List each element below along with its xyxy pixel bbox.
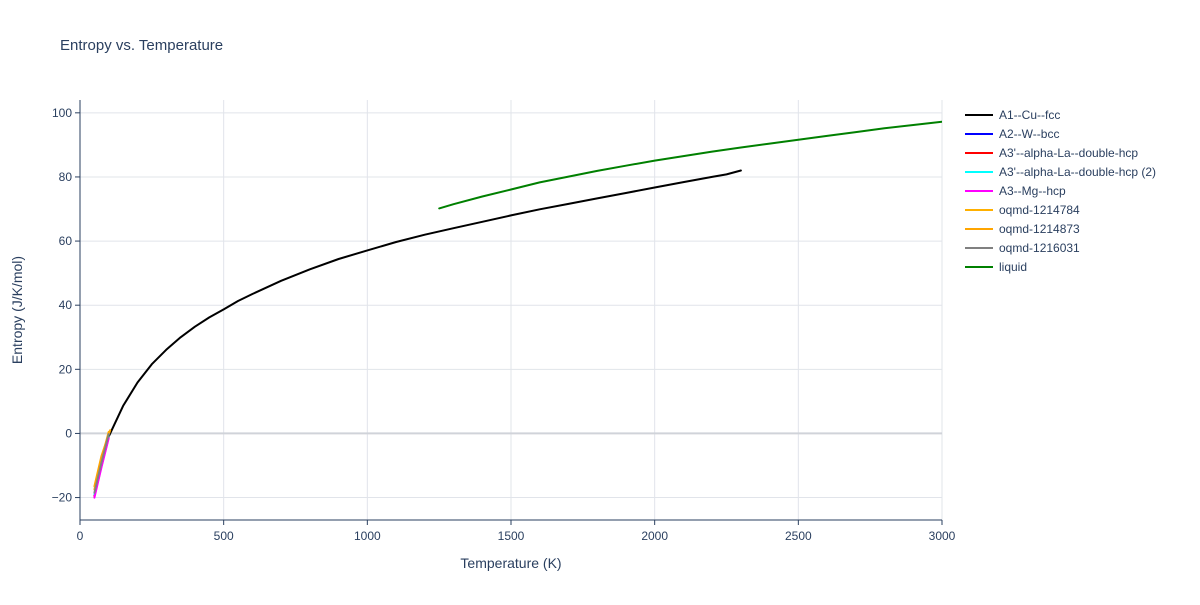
legend[interactable]: A1--Cu--fcc A2--W--bcc A3'--alpha-La--doub… [965,108,1156,274]
chart-title: Entropy vs. Temperature [60,37,223,54]
legend-label: oqmd-1214873 [999,222,1080,236]
legend-item[interactable]: oqmd-1216031 [965,241,1080,255]
series-line-a3-mg-hcp [93,437,110,499]
axes: 0 500 1000 1500 2000 2500 3000 −20 0 20 40 60 80 100 [52,100,956,543]
x-tick-label: 3000 [929,529,956,543]
y-axis-label: Entropy (J/K/mol) [9,256,25,364]
x-tick-label: 500 [214,529,234,543]
y-tick-label: 80 [59,170,73,184]
legend-label: A3'--alpha-La--double-hcp [999,146,1138,160]
legend-item[interactable]: A3--Mg--hcp [965,184,1066,198]
legend-item[interactable]: A1--Cu--fcc [965,108,1060,122]
x-axis-label: Temperature (K) [460,555,561,571]
x-tick-label: 2000 [641,529,668,543]
x-tick-label: 1500 [498,529,525,543]
y-tick-label: 40 [59,298,73,312]
grid [80,100,943,520]
legend-label: A3--Mg--hcp [999,184,1066,198]
y-tick-label: 20 [59,362,73,376]
series-line-liquid [438,120,942,210]
y-tick-label: −20 [52,491,73,505]
legend-label: liquid [999,260,1027,274]
x-tick-label: 2500 [785,529,812,543]
legend-item[interactable]: A3'--alpha-La--double-hcp [965,146,1138,160]
x-tick-label: 0 [77,529,84,543]
legend-label: A2--W--bcc [999,127,1059,141]
legend-label: oqmd-1214784 [999,203,1080,217]
legend-item[interactable]: oqmd-1214873 [965,222,1080,236]
legend-label: A3'--alpha-La--double-hcp (2) [999,165,1156,179]
y-tick-label: 0 [65,426,72,440]
series-line-a1-cu-fcc [107,169,742,438]
series-line-oqmd-1216031 [93,433,110,494]
legend-label: A1--Cu--fcc [999,108,1060,122]
y-tick-label: 100 [52,106,72,120]
series-lines [93,120,942,499]
legend-item[interactable]: A3'--alpha-La--double-hcp (2) [965,165,1156,179]
legend-item[interactable]: A2--W--bcc [965,127,1059,141]
legend-item[interactable]: liquid [965,260,1027,274]
x-tick-label: 1000 [354,529,381,543]
legend-item[interactable]: oqmd-1214784 [965,203,1080,217]
y-tick-label: 60 [59,234,73,248]
legend-label: oqmd-1216031 [999,241,1080,255]
